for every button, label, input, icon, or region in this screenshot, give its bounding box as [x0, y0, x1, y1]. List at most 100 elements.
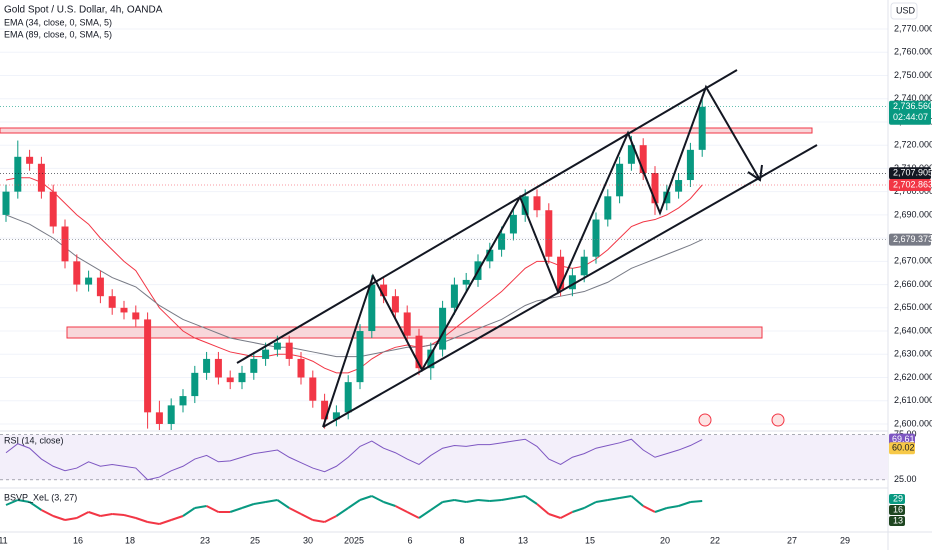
- x-tick-label: 20: [660, 535, 670, 545]
- bsvp-segment: [135, 517, 148, 523]
- candle-body: [663, 191, 671, 204]
- y-tick-label: 2,660.000: [894, 279, 932, 289]
- x-tick-label: 29: [840, 535, 850, 545]
- candle-body: [297, 358, 305, 378]
- bsvp-segment: [17, 499, 30, 503]
- x-tick-label: 15: [585, 535, 595, 545]
- candle-body: [639, 145, 647, 174]
- ema-line: [5, 214, 703, 358]
- bsvp-segment: [501, 497, 514, 501]
- rsi-label-box: [889, 442, 915, 455]
- rsi-tick-label: 25.00: [894, 474, 917, 484]
- chart-title: Gold Spot / U.S. Dollar, 4h, OANDA: [4, 5, 163, 16]
- drawings: [236, 69, 818, 428]
- candle-body: [321, 400, 329, 420]
- y-tick-label: 2,740.000: [894, 93, 932, 103]
- candle-body: [533, 196, 541, 211]
- candle-body: [427, 349, 435, 369]
- bsvp-segment: [347, 499, 361, 509]
- bsvp-segment: [229, 507, 243, 513]
- price-pane: [0, 98, 888, 430]
- event-icon[interactable]: [698, 413, 712, 427]
- bsvp-label: 29: [893, 493, 903, 503]
- price-axis: 2,600.000 2,610.000 2,620.000 2,630.000 2,64…: [889, 23, 932, 526]
- bsvp-segment: [159, 519, 172, 525]
- bsvp-segment: [52, 515, 66, 521]
- bsvp-segment: [265, 499, 278, 503]
- candle-body: [155, 412, 163, 424]
- price-label: 2,679.373: [893, 234, 932, 244]
- bsvp-segment: [572, 507, 585, 513]
- x-tick-label: 8: [459, 535, 464, 545]
- bsvp-segment: [477, 499, 490, 502]
- candle-body: [486, 249, 494, 262]
- event-icon[interactable]: [771, 413, 785, 427]
- candle-body: [332, 412, 340, 420]
- bsvp-segment: [630, 495, 644, 507]
- currency-button[interactable]: [890, 2, 918, 20]
- rsi-label: 69.61: [892, 434, 915, 444]
- candle-body: [144, 319, 152, 413]
- x-tick-label: 2025: [344, 535, 364, 545]
- y-tick-label: 2,770.000: [894, 23, 932, 33]
- bsvp-segment: [300, 513, 314, 521]
- y-tick-label: 2,690.000: [894, 209, 932, 219]
- bsvp-segment: [253, 501, 266, 505]
- bsvp-segment: [288, 507, 302, 515]
- y-tick-label: 2,760.000: [894, 47, 932, 57]
- candle-body: [498, 233, 506, 250]
- candle-body: [568, 275, 576, 290]
- candle-body: [415, 335, 423, 369]
- x-tick-label: 23: [200, 535, 210, 545]
- bsvp-segment: [76, 511, 90, 519]
- candle-body: [580, 256, 588, 276]
- bsvp-segment: [241, 503, 255, 509]
- bsvp-segment: [607, 497, 620, 501]
- candle-body: [698, 106, 706, 150]
- candle-body: [627, 145, 635, 164]
- bsvp-segment: [442, 499, 455, 503]
- resistance-zone: [0, 127, 813, 134]
- candle-body: [604, 196, 612, 220]
- bsvp-segment: [170, 515, 184, 521]
- candle-body: [108, 296, 116, 308]
- price-label: 2,707.905: [893, 168, 932, 178]
- y-tick-label: 2,700.000: [894, 186, 932, 196]
- price-label: 2,736.560: [893, 101, 932, 111]
- bsvp-segment: [642, 505, 656, 513]
- x-tick-label: 18: [125, 535, 135, 545]
- bsvp-label-box: [889, 516, 905, 526]
- candle-body: [26, 156, 34, 164]
- x-tick-label: 22: [710, 535, 720, 545]
- candle-body: [226, 377, 234, 383]
- bsvp-segment: [678, 501, 691, 507]
- bsvp-segment: [40, 509, 54, 517]
- channel-bottom: [322, 144, 818, 428]
- bsvp-segment: [654, 507, 668, 513]
- candle-body: [179, 396, 187, 406]
- candle-body: [132, 312, 140, 320]
- candle-body: [96, 277, 104, 297]
- bsvp-segment: [276, 499, 290, 509]
- bsvp-segment: [359, 495, 373, 501]
- bsvp-label-box: [889, 505, 905, 515]
- y-tick-label: 2,670.000: [894, 256, 932, 266]
- rsi-band: [0, 434, 888, 480]
- x-tick-label: 25: [250, 535, 260, 545]
- price-label-box: [889, 233, 931, 246]
- candle-body: [592, 219, 600, 257]
- bsvp-segment: [182, 507, 196, 517]
- countdown: 02:44:07: [893, 112, 928, 122]
- candle-body: [49, 191, 57, 227]
- x-tick-label: 11: [0, 535, 8, 545]
- x-tick-label: 27: [787, 535, 797, 545]
- candle-body: [262, 349, 270, 359]
- bsvp-segment: [418, 509, 432, 519]
- bsvp-segment: [466, 499, 479, 503]
- indicator-label: EMA (89, close, 0, SMA, 5): [4, 29, 112, 39]
- support-zone: [66, 326, 763, 339]
- price-label-box: [889, 100, 931, 125]
- bsvp-segment: [335, 507, 349, 517]
- candle-body: [120, 307, 128, 313]
- candle-body: [391, 296, 399, 313]
